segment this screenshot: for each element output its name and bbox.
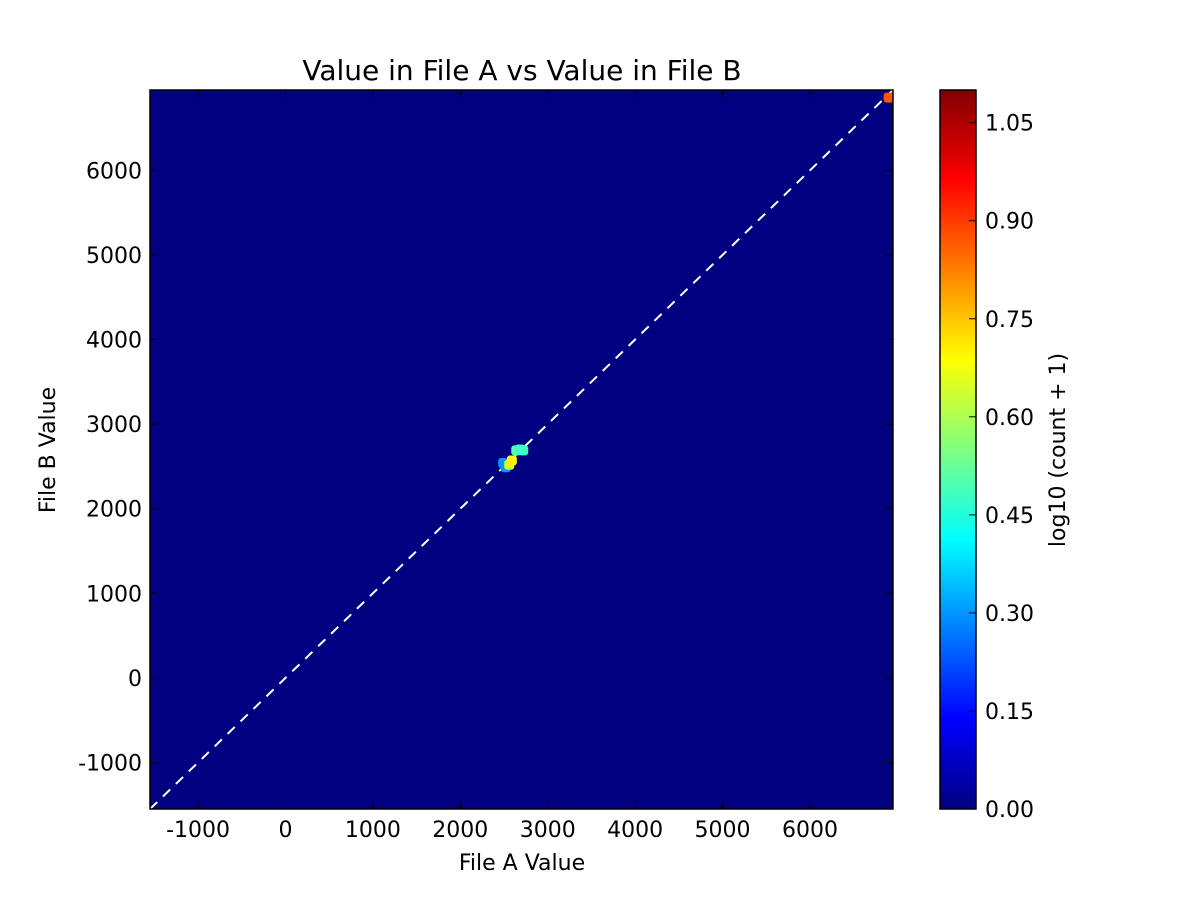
y-tick-label: 3000 (86, 413, 142, 438)
y-tick-label: 6000 (86, 159, 142, 184)
colorbar-tick-label: 0.00 (985, 798, 1034, 823)
density-cell (506, 455, 517, 466)
y-tick-label: 2000 (86, 498, 142, 523)
colorbar-tick-label: 0.60 (985, 406, 1034, 431)
chart-title: Value in File A vs Value in File B (302, 54, 741, 87)
colorbar-tick-label: 0.90 (985, 210, 1034, 235)
y-tick-label: -1000 (78, 751, 142, 776)
colorbar (939, 89, 977, 810)
colorbar-tick-label: 0.45 (985, 504, 1034, 529)
y-tick-label: 5000 (86, 244, 142, 269)
colorbar-ticks: 0.00 0.15 0.30 0.45 0.60 0.75 0.90 1.05 (969, 112, 1034, 823)
plot-content (150, 90, 893, 809)
x-axis-label: File A Value (459, 851, 585, 876)
colorbar-tick-label: 0.75 (985, 308, 1034, 333)
density-cell (518, 445, 529, 456)
x-tick-label: -1000 (166, 818, 230, 843)
y-tick-label: 4000 (86, 329, 142, 354)
x-tick-label: 3000 (520, 818, 576, 843)
x-tick-label: 4000 (607, 818, 663, 843)
colorbar-label: log10 (count + 1) (1046, 353, 1071, 547)
x-tick-label: 2000 (432, 818, 488, 843)
x-tick-label: 5000 (695, 818, 751, 843)
y-axis-label: File B Value (36, 387, 61, 513)
x-tick-label: 6000 (782, 818, 838, 843)
plot-frame (149, 89, 894, 810)
x-axis-ticks: -1000 0 1000 2000 3000 4000 5000 6000 (166, 90, 838, 843)
colorbar-tick-label: 0.15 (985, 700, 1034, 725)
x-tick-label: 1000 (345, 818, 401, 843)
density-cell (883, 92, 893, 103)
y-tick-label: 1000 (86, 582, 142, 607)
colorbar-tick-label: 1.05 (985, 112, 1034, 137)
y-tick-label: 0 (128, 667, 142, 692)
colorbar-tick-label: 0.30 (985, 602, 1034, 627)
x-tick-label: 0 (278, 818, 292, 843)
y-axis-ticks: -1000 0 1000 2000 3000 4000 5000 6000 (78, 159, 893, 776)
